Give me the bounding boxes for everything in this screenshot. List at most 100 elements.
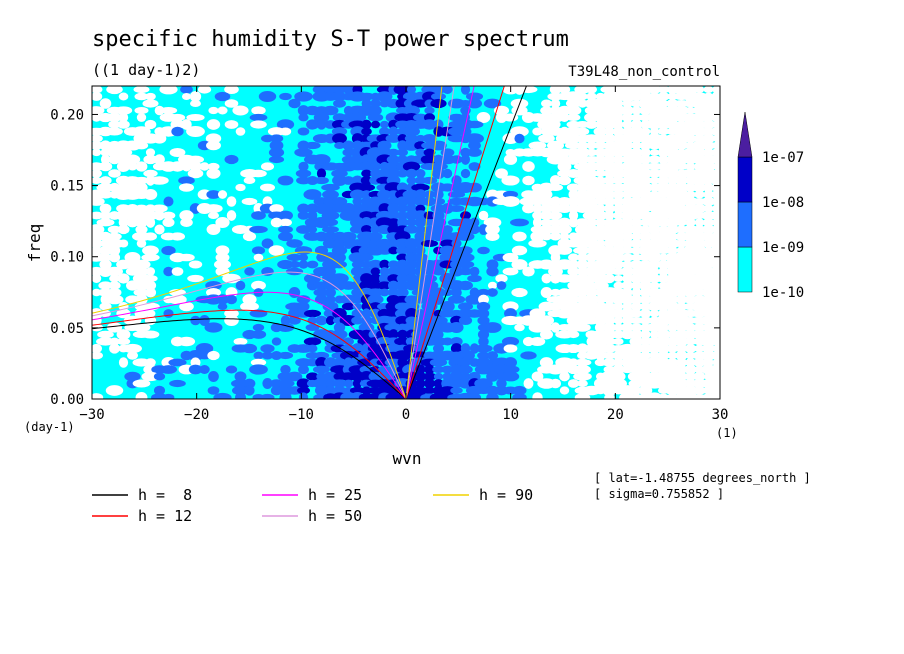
field-patch <box>92 197 105 206</box>
field-patch <box>628 126 645 137</box>
field-patch <box>447 295 466 304</box>
field-patch <box>600 161 619 172</box>
field-patch <box>109 337 120 346</box>
field-patch <box>430 217 447 228</box>
field-patch <box>141 253 160 262</box>
field-patch <box>514 323 525 332</box>
field-patch <box>421 119 438 130</box>
field-patch <box>584 218 599 227</box>
field-patch <box>604 393 615 399</box>
field-patch <box>708 385 720 396</box>
field-patch <box>251 211 266 220</box>
field-patch <box>613 337 624 346</box>
field-patch <box>636 266 655 277</box>
field-patch <box>683 372 698 381</box>
field-patch <box>684 329 697 340</box>
field-patch <box>645 133 664 144</box>
x-axis-label: wvn <box>393 449 422 468</box>
field-patch <box>684 344 697 353</box>
rossby-curve <box>92 271 407 399</box>
field-patch <box>566 343 581 354</box>
field-patch <box>359 365 374 374</box>
field-patch <box>163 266 174 277</box>
field-patch <box>188 260 203 269</box>
field-patch <box>376 329 393 340</box>
field-patch <box>134 141 149 150</box>
field-patch <box>92 176 103 185</box>
field-patch <box>485 385 500 396</box>
field-patch <box>505 148 516 157</box>
field-patch <box>298 161 309 172</box>
field-patch <box>618 385 637 396</box>
field-patch <box>161 245 176 256</box>
field-patch <box>440 301 455 312</box>
field-patch <box>665 168 680 179</box>
field-patch <box>207 386 220 395</box>
field-patch <box>404 238 419 249</box>
field-patch <box>322 225 339 234</box>
field-patch <box>557 203 572 214</box>
field-patch <box>559 232 570 241</box>
field-patch <box>106 86 123 95</box>
field-patch <box>672 315 691 326</box>
field-patch <box>550 98 561 109</box>
field-patch <box>501 371 520 382</box>
field-patch <box>387 224 400 235</box>
field-patch <box>694 86 705 94</box>
field-patch <box>702 218 715 227</box>
field-patch <box>118 239 129 248</box>
field-patch <box>126 351 139 360</box>
field-patch <box>611 176 626 185</box>
field-patch <box>486 351 499 360</box>
field-patch <box>682 86 699 95</box>
field-patch <box>657 350 670 361</box>
field-patch <box>638 225 653 234</box>
field-patch <box>611 238 626 249</box>
field-patch <box>114 148 133 157</box>
field-patch <box>503 344 518 353</box>
field-patch <box>433 189 444 200</box>
field-patch <box>288 98 301 109</box>
field-patch <box>594 155 607 164</box>
field-patch <box>565 133 582 144</box>
field-patch <box>496 281 507 290</box>
field-patch <box>296 225 311 234</box>
field-patch <box>675 358 688 367</box>
y-tick-label: 0.15 <box>50 179 84 195</box>
field-patch <box>297 127 310 136</box>
field-patch <box>712 204 720 213</box>
field-patch <box>690 175 709 186</box>
field-patch <box>277 231 294 242</box>
field-patch <box>181 92 192 101</box>
field-patch <box>145 309 156 318</box>
field-patch <box>107 225 122 234</box>
field-patch <box>243 378 256 389</box>
field-patch <box>190 315 201 326</box>
field-patch <box>468 371 481 382</box>
field-patch <box>322 190 339 199</box>
field-patch <box>559 364 570 375</box>
field-patch <box>675 175 688 186</box>
field-patch <box>108 154 121 165</box>
field-patch <box>712 162 720 171</box>
field-patch <box>375 148 394 157</box>
field-patch <box>160 365 177 374</box>
field-patch <box>450 386 463 395</box>
field-patch <box>206 190 221 199</box>
field-patch <box>593 315 608 326</box>
annotation-lat: [ lat=-1.48755 degrees_north ] <box>594 471 811 485</box>
field-patch <box>442 225 453 234</box>
field-patch <box>294 91 313 102</box>
field-patch <box>163 196 174 207</box>
field-patch <box>169 232 186 241</box>
field-patch <box>253 253 264 262</box>
field-patch <box>385 134 402 143</box>
field-patch <box>331 329 348 340</box>
field-patch <box>107 288 122 297</box>
field-patch <box>665 217 680 228</box>
field-patch <box>303 273 322 284</box>
field-patch <box>559 386 570 395</box>
field-patch <box>406 86 417 94</box>
field-patch <box>693 147 706 158</box>
